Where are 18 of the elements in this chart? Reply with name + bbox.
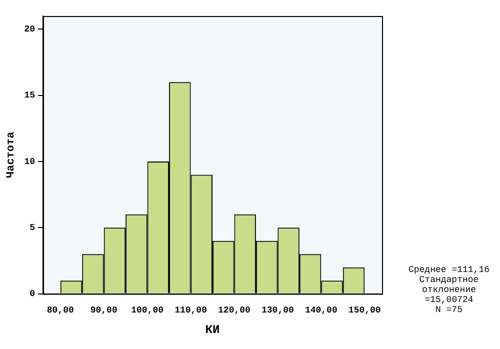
- y-axis-title: Частота: [5, 131, 18, 178]
- x-tick-label: 130,00: [261, 305, 294, 316]
- x-tick-label: 100,00: [131, 305, 164, 316]
- y-tick-label: 10: [24, 156, 35, 167]
- x-axis-title: КИ: [205, 322, 220, 337]
- x-tick-label: 90,00: [90, 305, 118, 316]
- y-tick-label: 0: [30, 289, 35, 300]
- x-tick-label: 150,00: [348, 305, 381, 316]
- x-tick-label: 80,00: [46, 305, 74, 316]
- x-tick-label: 140,00: [304, 305, 338, 316]
- y-tick-label: 5: [30, 222, 35, 233]
- x-tick-label: 120,00: [218, 305, 250, 316]
- x-tick-label: 110,00: [174, 305, 207, 316]
- y-tick-label: 15: [24, 90, 35, 101]
- text: Среднее =111,16: [407, 265, 490, 275]
- text: N =75: [434, 305, 464, 315]
- text: Стандартное отклонение =15,00724: [418, 275, 480, 305]
- y-tick-label: 20: [24, 24, 35, 34]
